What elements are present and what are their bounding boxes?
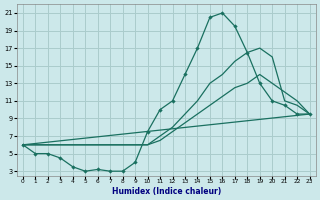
- X-axis label: Humidex (Indice chaleur): Humidex (Indice chaleur): [112, 187, 221, 196]
